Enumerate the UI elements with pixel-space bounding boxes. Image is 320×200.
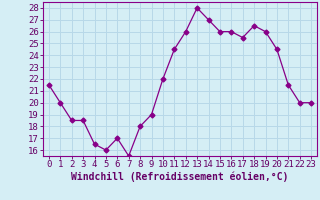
X-axis label: Windchill (Refroidissement éolien,°C): Windchill (Refroidissement éolien,°C) [71, 172, 289, 182]
